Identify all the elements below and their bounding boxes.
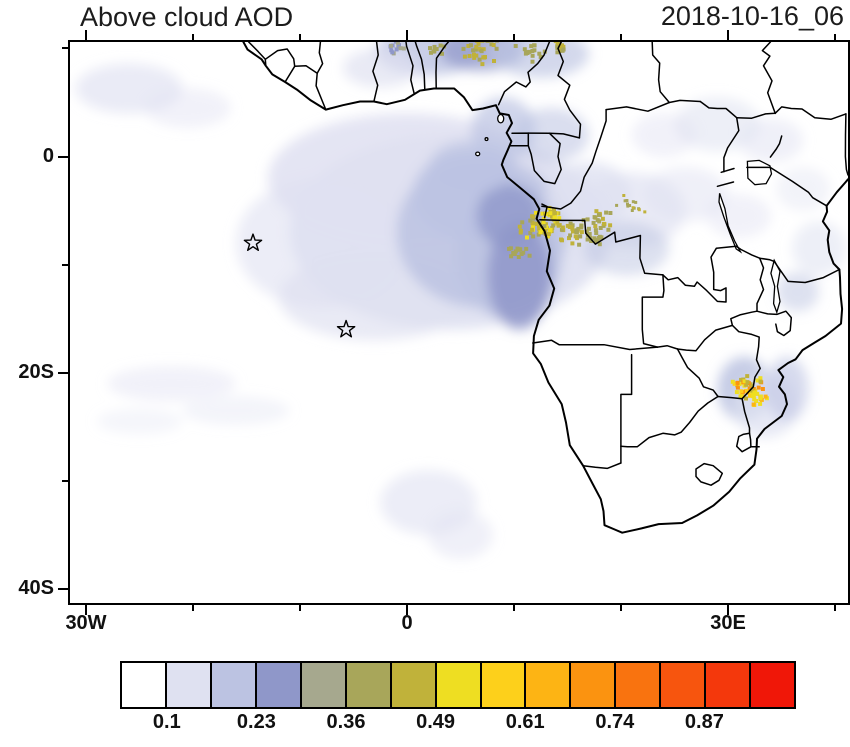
y-axis-tick-label-0: 0 bbox=[42, 145, 54, 167]
colorbar-cell bbox=[524, 663, 570, 707]
colorbar-label: 0.23 bbox=[236, 711, 276, 733]
aod-field bbox=[75, 42, 846, 559]
x-axis-tick-label-0: 0 bbox=[401, 612, 413, 634]
colorbar-label: 0.87 bbox=[684, 711, 724, 733]
axis-tick bbox=[192, 605, 195, 611]
colorbar-cell bbox=[434, 663, 480, 707]
country-borders bbox=[247, 42, 848, 486]
station-star-markers bbox=[243, 233, 356, 338]
axis-tick bbox=[85, 30, 88, 40]
colorbar-cell bbox=[254, 663, 300, 707]
colorbar-cell bbox=[704, 663, 750, 707]
colorbar-label: 0.61 bbox=[505, 711, 545, 733]
map-plot bbox=[68, 40, 850, 605]
axis-tick bbox=[620, 605, 623, 611]
colorbar bbox=[120, 661, 796, 709]
colorbar-label: 0.74 bbox=[595, 711, 635, 733]
axis-tick bbox=[406, 30, 409, 40]
map-svg bbox=[75, 42, 848, 559]
colorbar-cell bbox=[299, 663, 345, 707]
colorbar-label: 0.36 bbox=[326, 711, 366, 733]
colorbar-cell bbox=[164, 663, 210, 707]
axis-tick bbox=[834, 34, 837, 40]
axis-tick bbox=[513, 605, 516, 611]
axis-tick bbox=[834, 605, 837, 611]
axis-tick bbox=[406, 605, 409, 615]
axis-tick bbox=[58, 587, 68, 590]
star-icon bbox=[336, 319, 356, 338]
axis-tick bbox=[620, 34, 623, 40]
y-axis-tick-label-20s: 20S bbox=[18, 361, 54, 383]
africa-coastline bbox=[242, 42, 848, 534]
axis-tick bbox=[513, 34, 516, 40]
plot-title: Above cloud AOD bbox=[80, 2, 294, 32]
aod-speckles bbox=[388, 42, 769, 407]
colorbar-cell bbox=[344, 663, 390, 707]
axis-tick bbox=[58, 371, 68, 374]
axis-tick bbox=[62, 263, 68, 266]
x-axis-tick-label-30w: 30W bbox=[65, 612, 107, 634]
colorbar-cell bbox=[659, 663, 705, 707]
axis-tick bbox=[727, 30, 730, 40]
axis-tick bbox=[58, 155, 68, 158]
colorbar-label: 0.49 bbox=[416, 711, 456, 733]
y-axis-tick-label-40s: 40S bbox=[18, 577, 54, 599]
axis-tick bbox=[85, 605, 88, 615]
colorbar-cell bbox=[209, 663, 255, 707]
axis-tick bbox=[62, 479, 68, 482]
lakes bbox=[718, 159, 781, 315]
axis-tick bbox=[727, 605, 730, 615]
colorbar-cell bbox=[749, 663, 795, 707]
timestamp-label: 2018-10-16_06 bbox=[660, 1, 844, 31]
axis-tick bbox=[62, 47, 68, 50]
colorbar-cell bbox=[479, 663, 525, 707]
x-axis-tick-label-30e: 30E bbox=[710, 612, 746, 634]
axis-tick bbox=[192, 34, 195, 40]
colorbar-cell bbox=[389, 663, 435, 707]
axis-tick bbox=[299, 34, 302, 40]
colorbar-cell bbox=[122, 663, 165, 707]
colorbar-label: 0.1 bbox=[152, 711, 181, 733]
axis-tick bbox=[299, 605, 302, 611]
colorbar-cell bbox=[614, 663, 660, 707]
star-icon bbox=[243, 233, 263, 251]
islands bbox=[475, 113, 505, 157]
colorbar-cell bbox=[569, 663, 615, 707]
